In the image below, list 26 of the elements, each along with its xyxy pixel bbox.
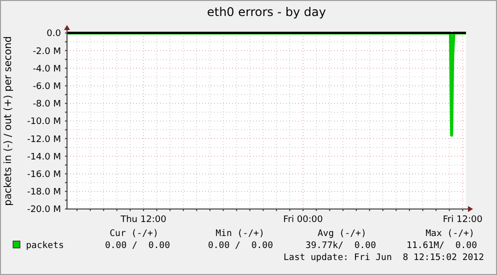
text: 0.00 / 0.00 bbox=[104, 241, 170, 251]
y-tick-label: -8.0 M bbox=[32, 100, 61, 110]
y-tick-label: -14.0 M bbox=[27, 152, 61, 162]
y-tick-label: -4.0 M bbox=[32, 64, 61, 74]
y-axis-title: packets in (-) / out (+) per second bbox=[3, 36, 14, 206]
text: Max (-/+) bbox=[426, 229, 474, 239]
x-tick-label: Fri 12:00 bbox=[442, 215, 483, 225]
legend-label: packets bbox=[26, 241, 64, 251]
text: Cur (-/+) bbox=[110, 229, 158, 239]
y-tick-label: -18.0 M bbox=[27, 188, 61, 198]
text: 0.00 / 0.00 bbox=[208, 241, 273, 251]
y-tick-label: -16.0 M bbox=[27, 170, 61, 180]
chart-title: eth0 errors - by day bbox=[206, 5, 326, 19]
text: 39.77k/ 0.00 bbox=[306, 241, 376, 251]
x-tick-label: Fri 00:00 bbox=[283, 215, 324, 225]
y-tick-label: -2.0 M bbox=[32, 46, 61, 57]
y-tick-label: -12.0 M bbox=[27, 134, 61, 145]
text: 11.61M/ 0.00 bbox=[406, 241, 477, 251]
x-tick-label: Thu 12:00 bbox=[120, 215, 167, 225]
y-tick-label: 0.0 bbox=[46, 29, 62, 40]
text: Min (-/+) bbox=[216, 229, 264, 239]
text: Avg (-/+) bbox=[318, 229, 366, 239]
text: Last update: Fri Jun 8 12:15:02 2012 bbox=[284, 253, 484, 263]
y-tick-label: -6.0 M bbox=[32, 82, 61, 92]
y-tick-label: -10.0 M bbox=[27, 117, 61, 128]
y-tick-label: -20.0 M bbox=[27, 205, 61, 216]
